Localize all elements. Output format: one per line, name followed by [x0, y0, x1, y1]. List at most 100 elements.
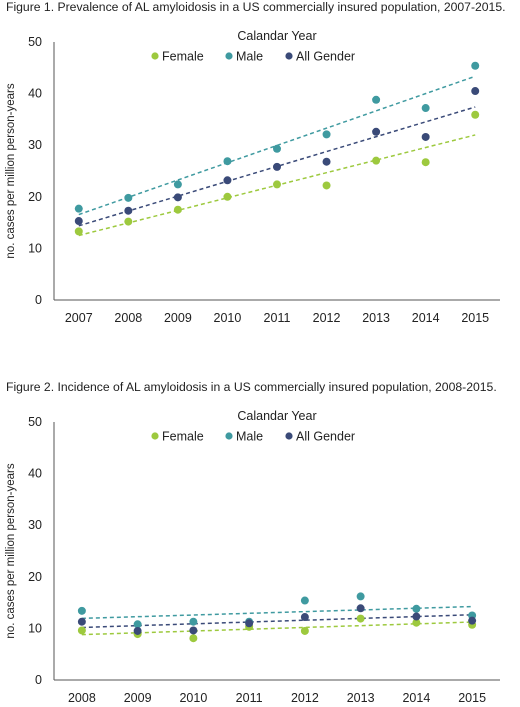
y-axis-label: no. cases per million person-years: [5, 463, 17, 638]
point-series-1-2014: [412, 604, 421, 613]
point-series-1-2009: [133, 620, 142, 629]
point-series-2-2008: [77, 617, 86, 626]
y-tick-label: 0: [35, 293, 42, 307]
legend-title: Calandar Year: [237, 409, 316, 423]
point-series-0-2012: [300, 626, 309, 635]
point-series-0-2012: [322, 181, 331, 190]
figure-2-chart: 0 10 20 30 40 50 2008 2009 2010 2011 2012 2013 2014 2…: [5, 409, 500, 705]
point-series-1-2013: [372, 95, 381, 104]
point-series-2-2013: [356, 604, 365, 613]
point-series-2-2011: [273, 162, 281, 171]
legend-label-0: Female: [162, 50, 204, 64]
legend-title: Calandar Year: [237, 29, 316, 43]
point-series-2-2010: [189, 626, 198, 635]
point-series-2-2012: [300, 613, 309, 622]
point-series-1-2012: [300, 596, 309, 605]
point-series-2-2014: [412, 612, 421, 621]
x-tick-label: 2009: [164, 311, 192, 325]
point-series-0-2008: [124, 217, 133, 226]
x-tick-label: 2007: [65, 311, 93, 325]
legend-label-1: Male: [236, 50, 263, 64]
y-tick-label: 50: [28, 415, 42, 429]
legend-marker-0: [151, 52, 159, 60]
point-series-0-2015: [471, 110, 480, 119]
point-series-2-2015: [468, 616, 477, 625]
point-series-0-2008: [77, 626, 86, 635]
y-tick-label: 30: [28, 518, 42, 532]
point-series-1-2013: [356, 592, 365, 601]
point-series-1-2011: [273, 144, 281, 153]
point-series-1-2008: [124, 193, 133, 202]
point-series-2-2015: [471, 87, 480, 96]
x-tick-label: 2010: [179, 691, 207, 705]
point-series-1-2010: [189, 617, 198, 626]
point-series-1-2014: [421, 104, 430, 113]
point-series-0-2014: [412, 618, 421, 627]
figure-1-chart: 0 10 20 30 40 50 2007 2008 2009 2010 2011 2012 2013 2…: [5, 29, 500, 325]
point-series-2-2009: [173, 193, 182, 202]
x-tick-label: 2012: [313, 311, 341, 325]
x-tick-label: 2014: [412, 311, 440, 325]
x-tick-label: 2011: [264, 311, 291, 325]
point-series-0-2009: [173, 205, 182, 214]
point-series-1-2010: [223, 157, 232, 166]
legend-marker-1: [225, 432, 233, 440]
trendline-series-1: [81, 605, 473, 620]
y-tick-label: 20: [28, 190, 42, 204]
y-tick-label: 40: [28, 87, 42, 101]
y-axis-label: no. cases per million person-years: [5, 83, 17, 258]
figure-2-title: Figure 2. Incidence of AL amyloidosis in…: [6, 380, 497, 394]
point-series-1-2012: [322, 130, 331, 139]
figure-2: Figure 2. Incidence of AL amyloidosis in…: [0, 380, 520, 707]
x-tick-label: 2013: [347, 691, 375, 705]
trendline-series-2: [81, 614, 473, 629]
point-series-2-2011: [245, 619, 254, 628]
point-series-0-2007: [74, 227, 83, 236]
x-tick-label: 2013: [362, 311, 390, 325]
point-series-0-2011: [273, 180, 281, 189]
y-tick-label: 10: [28, 621, 42, 635]
figure-1-title: Figure 1. Prevalence of AL amyloidosis i…: [6, 0, 506, 14]
legend-label-2: All Gender: [296, 430, 355, 444]
point-series-0-2010: [223, 192, 232, 201]
y-tick-label: 20: [28, 570, 42, 584]
point-series-1-2009: [173, 180, 182, 189]
x-tick-label: 2010: [214, 311, 242, 325]
y-tick-label: 40: [28, 467, 42, 481]
y-tick-label: 0: [35, 673, 42, 687]
point-series-0-2013: [356, 614, 365, 623]
legend-marker-2: [285, 52, 293, 60]
point-series-1-2008: [77, 606, 86, 615]
point-series-0-2014: [421, 158, 430, 167]
point-series-2-2013: [372, 127, 381, 136]
legend-label-1: Male: [236, 430, 263, 444]
figure-1: Figure 1. Prevalence of AL amyloidosis i…: [0, 0, 520, 340]
x-tick-label: 2014: [402, 691, 430, 705]
legend-label-2: All Gender: [296, 50, 355, 64]
point-series-2-2007: [74, 217, 83, 226]
x-tick-label: 2008: [68, 691, 96, 705]
legend-marker-1: [225, 52, 233, 60]
x-tick-label: 2008: [114, 311, 142, 325]
legend-label-0: Female: [162, 430, 204, 444]
point-series-2-2010: [223, 176, 232, 185]
point-series-2-2012: [322, 157, 331, 166]
point-series-2-2008: [124, 206, 133, 215]
point-series-2-2009: [133, 626, 142, 635]
x-tick-label: 2015: [461, 311, 489, 325]
point-series-0-2010: [189, 634, 198, 643]
point-series-0-2013: [372, 156, 381, 165]
point-series-1-2007: [74, 204, 83, 213]
point-series-2-2014: [421, 132, 430, 141]
legend-marker-0: [151, 432, 159, 440]
x-tick-label: 2015: [458, 691, 486, 705]
x-tick-label: 2012: [291, 691, 319, 705]
point-series-1-2015: [471, 61, 480, 70]
x-tick-label: 2011: [236, 691, 263, 705]
trendline-series-0: [81, 621, 473, 636]
y-tick-label: 30: [28, 138, 42, 152]
x-tick-label: 2009: [124, 691, 152, 705]
legend-marker-2: [285, 432, 293, 440]
y-tick-label: 10: [28, 241, 42, 255]
y-tick-label: 50: [28, 35, 42, 49]
